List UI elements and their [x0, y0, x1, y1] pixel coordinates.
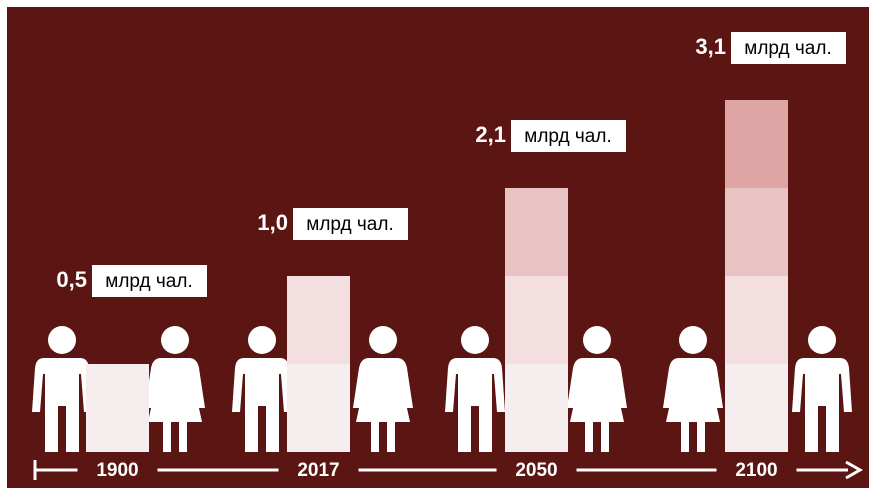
unit-label: млрд чал. [105, 271, 192, 292]
bar [505, 188, 568, 452]
x-tick-label: 2017 [297, 460, 339, 481]
bar-segment [505, 276, 568, 364]
unit-box [511, 120, 626, 152]
unit-label: млрд чал. [524, 126, 611, 147]
x-tick-label: 2050 [515, 460, 557, 481]
bar-segment [505, 188, 568, 276]
bar-segment [86, 364, 149, 452]
bar-segment [725, 276, 788, 364]
bar-segment [287, 276, 350, 364]
year-bg [77, 458, 158, 482]
year-bg [496, 458, 577, 482]
x-tick-label: 2100 [735, 460, 777, 481]
unit-box [731, 32, 846, 64]
unit-box [92, 265, 207, 297]
value-label: 2,1 [475, 122, 506, 147]
year-bg [278, 458, 359, 482]
value-label: 1,0 [257, 210, 288, 235]
year-bg [716, 458, 797, 482]
value-label: 0,5 [56, 267, 87, 292]
bar-segment [725, 188, 788, 276]
unit-label: млрд чал. [744, 38, 831, 59]
unit-label: млрд чал. [306, 214, 393, 235]
unit-box [293, 208, 408, 240]
x-tick-label: 1900 [96, 460, 138, 481]
bar-segment [725, 364, 788, 452]
bar [725, 100, 788, 452]
bar [86, 364, 149, 452]
bar-segment [725, 100, 788, 188]
bar-segment [505, 364, 568, 452]
bar-segment [287, 364, 350, 452]
value-label: 3,1 [695, 34, 726, 59]
bar [287, 276, 350, 452]
axis [33, 460, 864, 480]
